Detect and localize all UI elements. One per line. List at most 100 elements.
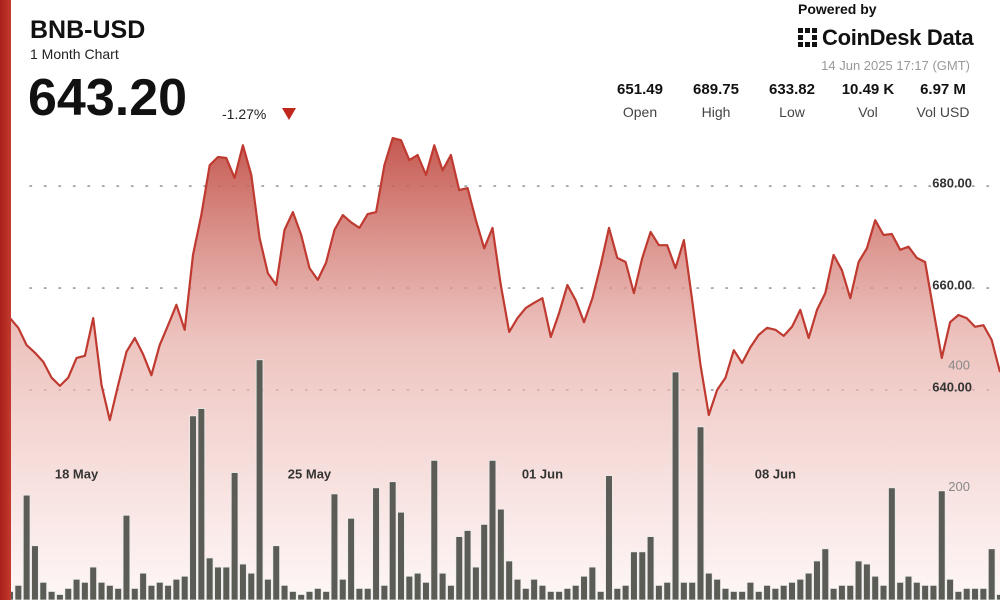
volume-bar (81, 581, 89, 600)
volume-bar (388, 481, 397, 600)
volume-bar (372, 487, 380, 600)
volume-bar (239, 563, 247, 600)
accent-strip (0, 0, 11, 600)
change: -1.27% (222, 106, 267, 122)
volume-bar (22, 494, 31, 600)
volume-bar (929, 584, 938, 600)
stat-label: Vol (858, 104, 878, 120)
volume-bar (172, 578, 181, 600)
volume-bar (297, 594, 305, 600)
volume-bar (638, 551, 647, 600)
y-tick-label: 660.00 (932, 277, 972, 292)
volume-bar (56, 594, 64, 600)
volume-bar (31, 545, 39, 600)
volume-bar (214, 566, 222, 600)
volume-bar (937, 490, 946, 600)
volume-bar (155, 581, 164, 600)
volume-bar (879, 584, 888, 600)
volume-bar (205, 557, 214, 600)
stat-value: 689.75 (693, 81, 739, 98)
volume-bar (588, 566, 597, 600)
x-tick-label: 01 Jun (522, 466, 563, 481)
volume-bar (463, 530, 472, 600)
volume-bar (896, 581, 904, 600)
volume-bar (746, 581, 755, 600)
volume-bar (255, 359, 264, 600)
volume-bar (646, 536, 655, 600)
volume-bar (497, 508, 505, 600)
volume-bar (72, 578, 81, 600)
volume-bar (447, 584, 455, 600)
x-tick-label: 18 May (55, 466, 99, 481)
volume-bar (813, 560, 821, 600)
area-fill (10, 138, 1000, 600)
volume-bar (64, 588, 73, 600)
volume-bar (804, 572, 813, 600)
volume-bar (596, 591, 605, 600)
volume-bar (921, 584, 929, 600)
volume-bar (796, 578, 805, 600)
volume-bar (538, 584, 547, 600)
volume-bar (846, 584, 855, 600)
volume-bar (546, 591, 555, 600)
volume-bar (913, 581, 921, 600)
volume-bar (580, 575, 588, 600)
volume-bar (289, 591, 297, 600)
symbol: BNB-USD (30, 16, 146, 44)
volume-bar (413, 572, 422, 600)
volume-bar (505, 560, 513, 600)
volume-bar (197, 408, 206, 600)
volume-bar (405, 575, 414, 600)
volume-bar (355, 588, 364, 600)
stat-label: High (701, 104, 731, 120)
volume-bar (180, 575, 189, 600)
volume-bar (530, 578, 538, 600)
volume-bar (838, 584, 846, 600)
volume-bar (721, 588, 730, 600)
volume-bar (946, 578, 954, 600)
volume-bar (696, 426, 705, 600)
volume-bar (97, 581, 106, 600)
price: 643.20 (28, 69, 188, 127)
volume-bar (438, 572, 447, 600)
volume-bar (563, 588, 572, 600)
stat-label: Low (779, 104, 805, 120)
volume-bar (305, 591, 314, 600)
x-tick-label: 25 May (288, 466, 332, 481)
stat-value: 10.49 K (841, 81, 895, 98)
volume-bar (904, 575, 913, 600)
timestamp: 14 Jun 2025 17:17 (GMT) (821, 58, 970, 73)
volume-bar (788, 581, 796, 600)
volume-bar (164, 584, 172, 600)
volume-bar (264, 578, 272, 600)
volume-bar (222, 566, 231, 600)
volume-bar (754, 591, 763, 600)
volume-bar (671, 371, 680, 600)
subtitle: 1 Month Chart (30, 46, 119, 62)
volume-bar (130, 588, 139, 600)
volume-bar (189, 415, 197, 600)
volume-bar (829, 588, 838, 600)
volume-bar (347, 517, 355, 600)
volume-bar (330, 493, 339, 600)
volume-bar (455, 536, 464, 600)
volume-bar (480, 523, 489, 600)
stat-label: Open (622, 104, 658, 120)
volume-bar (380, 584, 389, 600)
x-tick-label: 08 Jun (755, 466, 796, 481)
y-tick-label: 640.00 (932, 379, 972, 394)
volume-bar (779, 584, 788, 600)
volume-bar (996, 594, 1000, 600)
volume-bar (472, 566, 480, 600)
volume-bar (962, 588, 971, 600)
volume-bar (488, 459, 497, 600)
volume-bar (954, 591, 963, 600)
stat-value: 6.97 M (920, 81, 966, 98)
volume-bar (147, 584, 156, 600)
volume-bar (713, 578, 721, 600)
volume-bar (39, 581, 48, 600)
y-tick-label: 680.00 (932, 176, 972, 191)
y2-tick-label: 400 (948, 357, 970, 372)
volume-bar (771, 588, 780, 600)
